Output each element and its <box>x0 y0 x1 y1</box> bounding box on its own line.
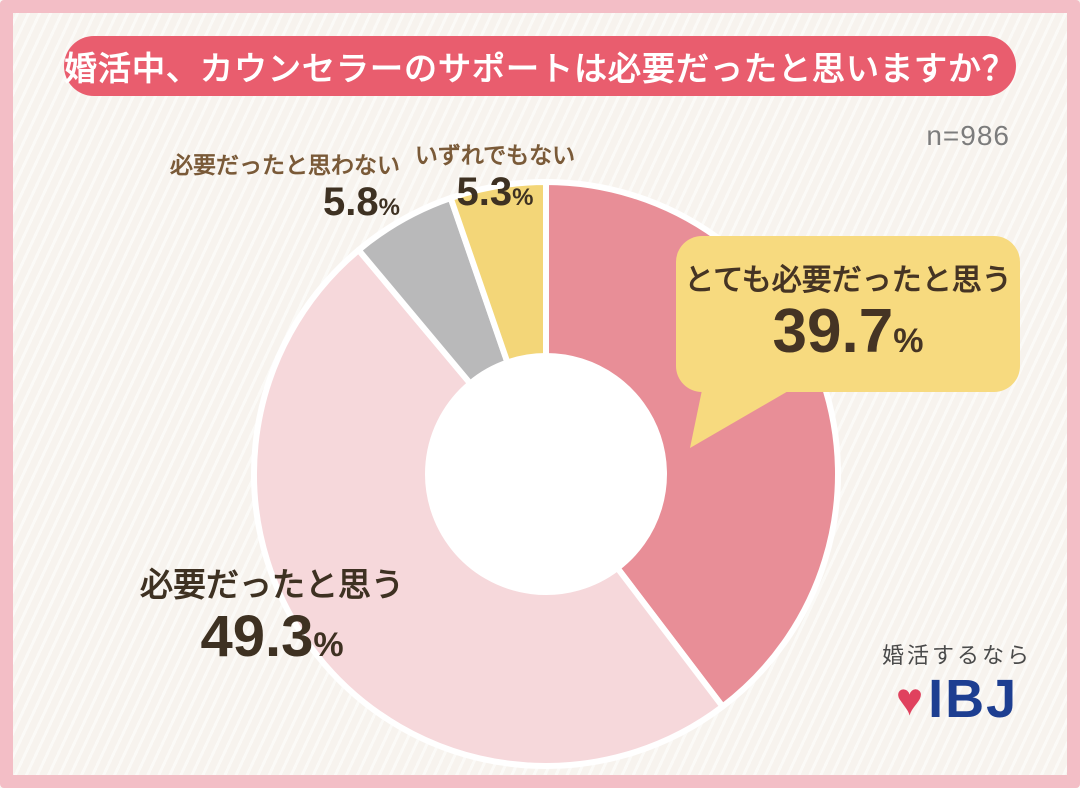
percent-sign: % <box>512 183 534 211</box>
donut-slice-neither <box>447 179 549 366</box>
slice-value-necessary: 49.3% <box>116 605 428 669</box>
label-not-necessary: 必要だったと思わない 5.8% <box>138 152 400 224</box>
slice-label-necessary: 必要だったと思う <box>140 566 404 603</box>
logo-brand-row: ♥ IBJ <box>858 672 1056 726</box>
slice-label-very-necessary: とても必要だったと思う <box>684 264 1012 298</box>
heart-icon: ♥ <box>895 673 924 725</box>
donut-hole <box>425 353 667 595</box>
percent-sign: % <box>893 322 924 361</box>
label-necessary: 必要だったと思う 49.3% <box>116 564 428 669</box>
percent-number: 39.7 <box>772 297 894 367</box>
label-neither: いずれでもない 5.3% <box>410 142 580 214</box>
title-banner: 婚活中、カウンセラーのサポートは必要だったと思いますか？ <box>64 36 1016 96</box>
brand-name: IBJ <box>928 669 1019 729</box>
slice-label-not-necessary: 必要だったと思わない <box>170 152 400 178</box>
chart-title: 婚活中、カウンセラーのサポートは必要だったと思いますか？ <box>64 50 1016 87</box>
sample-size-label: n=986 <box>926 120 1010 151</box>
logo-tagline: 婚活するなら <box>881 643 1032 668</box>
donut-slice-necessary <box>250 247 726 769</box>
percent-number: 5.3 <box>456 169 513 214</box>
callout-bubble-very-necessary: とても必要だったと思う 39.7% <box>676 236 1020 392</box>
percent-number: 49.3 <box>200 604 314 670</box>
ibj-logo: 婚活するなら ♥ IBJ <box>858 638 1056 726</box>
percent-sign: % <box>378 193 400 221</box>
slice-value-neither: 5.3% <box>410 170 580 214</box>
percent-sign: % <box>313 626 344 665</box>
slice-value-very-necessary: 39.7% <box>773 299 924 364</box>
percent-number: 5.8 <box>323 179 379 224</box>
slice-label-neither: いずれでもない <box>414 142 576 168</box>
slice-value-not-necessary: 5.8% <box>138 180 400 224</box>
